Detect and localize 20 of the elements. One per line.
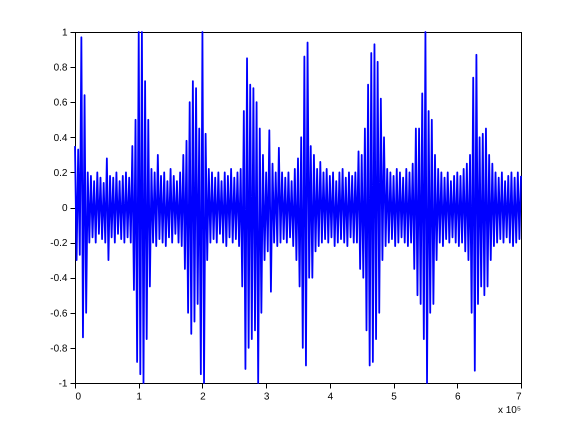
- y-tick-label: 1: [62, 28, 68, 38]
- x-tick-label: 2: [200, 392, 206, 402]
- x-tick-label: 6: [455, 392, 462, 402]
- text: x 10⁵: [498, 405, 521, 416]
- x-tick-label: 7: [516, 392, 522, 402]
- y-tick-label: 0.6: [54, 98, 68, 109]
- y-tick-label: -0.4: [50, 273, 68, 284]
- x-tick-label: 4: [328, 392, 334, 402]
- y-tick-label: 0.4: [54, 132, 68, 144]
- x-tick-label: 3: [264, 392, 270, 402]
- y-tick-label: -0.2: [50, 238, 68, 250]
- x-tick-label: 0: [76, 392, 82, 402]
- y-tick-label: -0.8: [50, 343, 68, 354]
- y-tick-label: 0.8: [54, 62, 68, 74]
- x-tick-label: 1: [136, 392, 142, 402]
- y-tick-label: 0.2: [54, 168, 68, 179]
- y-tick-label: -0.6: [50, 308, 68, 320]
- y-tick-label: 0: [62, 203, 68, 214]
- x-tick-label: 5: [391, 392, 398, 402]
- y-tick-label: -1: [58, 378, 68, 390]
